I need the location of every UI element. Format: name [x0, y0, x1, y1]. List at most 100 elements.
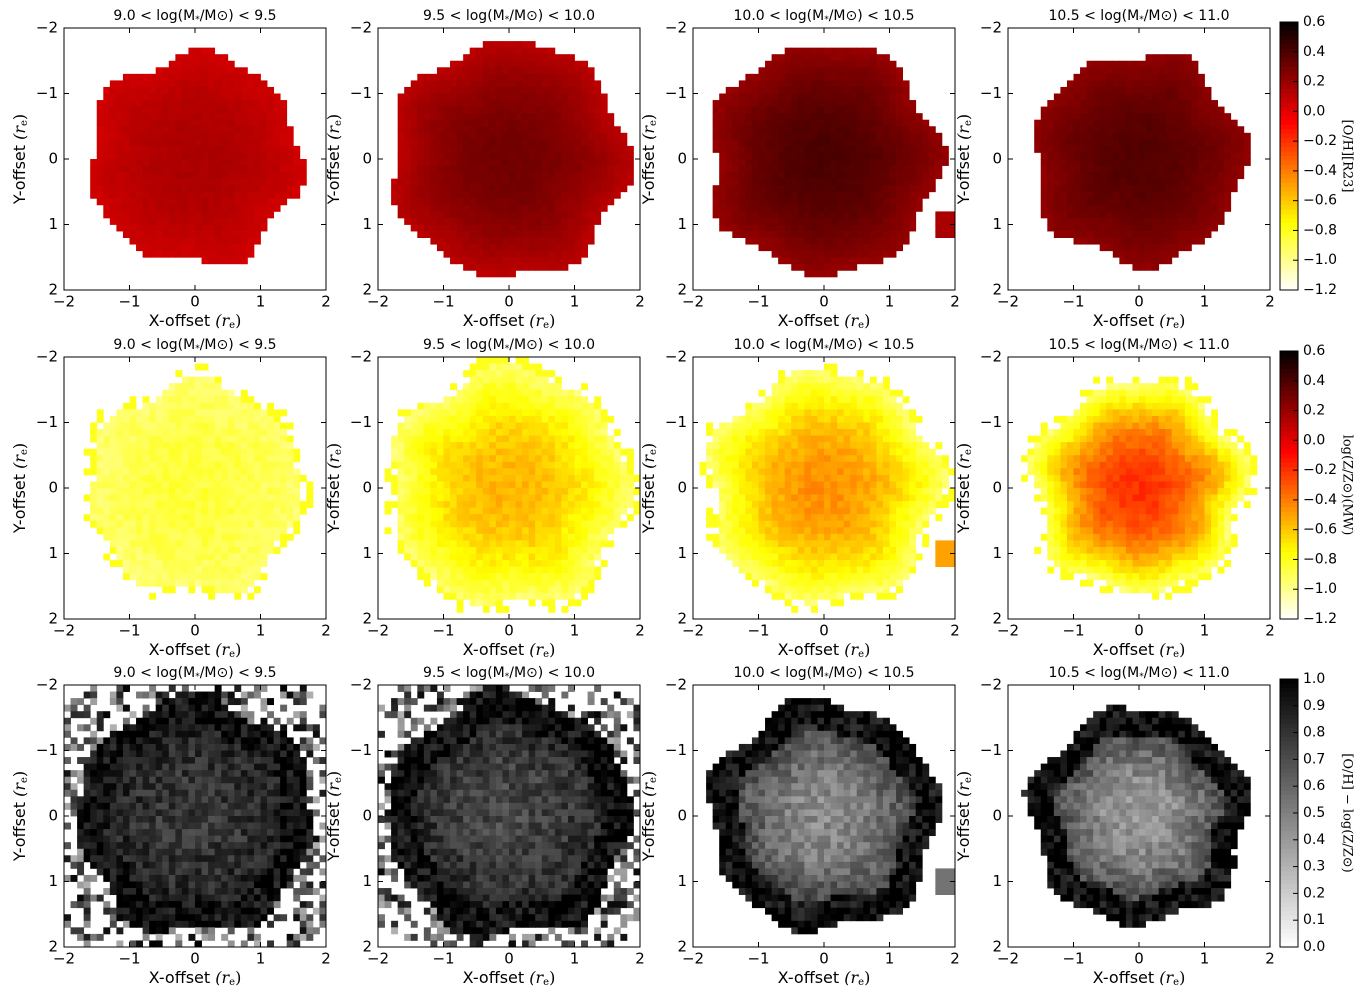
heatmap-cell [495, 402, 503, 410]
heatmap-cell [195, 468, 202, 476]
heatmap-cell [502, 165, 510, 173]
heatmap-cell [162, 573, 170, 581]
heatmap-cell [607, 113, 615, 121]
heatmap-cell [791, 165, 799, 173]
heatmap-cell [889, 139, 897, 147]
heatmap-cell [515, 263, 523, 271]
heatmap-cell [869, 119, 877, 127]
heatmap-cell [201, 100, 209, 107]
heatmap-cell [136, 211, 143, 219]
heatmap-cell [915, 159, 923, 166]
heatmap-cell [149, 488, 157, 495]
heatmap-cell [162, 250, 170, 258]
heatmap-cell [240, 73, 248, 81]
heatmap-cell [574, 132, 582, 140]
heatmap-cell [129, 402, 137, 410]
heatmap-cell [116, 533, 124, 541]
heatmap-cell [450, 139, 457, 147]
heatmap-cell [155, 198, 163, 206]
heatmap-cell [856, 257, 864, 265]
heatmap-cell [1191, 191, 1199, 199]
heatmap-cell [208, 435, 216, 443]
heatmap-cell [1099, 100, 1107, 107]
heatmap-cell [482, 357, 490, 364]
heatmap-cell [1197, 73, 1205, 81]
heatmap-cell [1119, 145, 1127, 153]
heatmap-cell [155, 231, 163, 238]
heatmap-cell [1224, 191, 1232, 199]
heatmap-cell [581, 139, 588, 147]
heatmap-cell [181, 461, 189, 469]
heatmap-cell [751, 93, 759, 101]
heatmap-cell [869, 185, 877, 193]
heatmap-cell [155, 501, 163, 509]
y-tick-label: 2 [677, 281, 687, 299]
heatmap-cell [528, 152, 536, 160]
heatmap-cell [522, 396, 530, 404]
heatmap-cell [1145, 250, 1153, 258]
heatmap-cell [817, 47, 825, 55]
heatmap-cell [214, 579, 222, 587]
heatmap-cell [253, 520, 261, 528]
heatmap-cell [227, 560, 235, 567]
heatmap-cell [554, 172, 562, 180]
heatmap-cell [214, 376, 222, 384]
heatmap-cell [837, 211, 845, 219]
heatmap-cell [1158, 67, 1166, 75]
heatmap-cell [214, 73, 222, 81]
heatmap-cell [856, 73, 864, 81]
heatmap-cell [1060, 113, 1068, 121]
heatmap-cell [208, 178, 216, 186]
heatmap-cell [273, 527, 281, 535]
heatmap-cell [260, 198, 268, 206]
heatmap-cell [463, 396, 471, 404]
heatmap-cell [797, 257, 805, 265]
heatmap-cell [260, 217, 268, 225]
heatmap-cell [1171, 73, 1179, 81]
heatmap-cell [404, 409, 412, 417]
heatmap-cell [922, 132, 930, 140]
heatmap-cell [463, 185, 471, 193]
heatmap-cell [136, 198, 143, 206]
heatmap-cell [778, 93, 786, 101]
heatmap-cell [804, 47, 812, 55]
heatmap-cell [417, 93, 425, 101]
heatmap-cell [528, 415, 536, 423]
heatmap-cell [1125, 165, 1133, 173]
heatmap-cell [476, 126, 484, 134]
heatmap-cell [456, 139, 464, 147]
heatmap-cell [195, 231, 202, 238]
heatmap-cell [103, 461, 111, 469]
heatmap-cell [417, 211, 425, 219]
heatmap-cell [1217, 113, 1225, 121]
heatmap-cell [1086, 198, 1094, 206]
heatmap-cell [732, 100, 740, 107]
heatmap-cell [600, 106, 608, 114]
heatmap-cell [528, 86, 536, 94]
heatmap-cell [1224, 178, 1232, 186]
heatmap-cell [168, 514, 176, 522]
heatmap-cell [928, 132, 936, 140]
heatmap-cell [948, 211, 955, 219]
heatmap-cell [541, 47, 549, 55]
heatmap-cell [175, 527, 183, 535]
heatmap-cell [482, 178, 490, 186]
heatmap-cell [397, 113, 405, 121]
heatmap-cell [227, 494, 235, 502]
heatmap-cell [293, 191, 301, 199]
heatmap-cell [751, 211, 759, 219]
heatmap-cell [162, 553, 170, 561]
heatmap-cell [1093, 126, 1101, 134]
heatmap-cell [286, 461, 294, 469]
x-tick-label: 1 [256, 622, 266, 640]
heatmap-cell [1053, 204, 1061, 212]
heatmap-cell [260, 178, 268, 186]
heatmap-cell [456, 257, 464, 265]
heatmap-cell [1152, 244, 1160, 252]
heatmap-cell [1060, 191, 1068, 199]
heatmap-cell [188, 224, 196, 232]
heatmap-cell [273, 474, 281, 482]
heatmap-cell [221, 54, 229, 62]
heatmap-cell [208, 442, 216, 450]
heatmap-cell [116, 488, 124, 495]
